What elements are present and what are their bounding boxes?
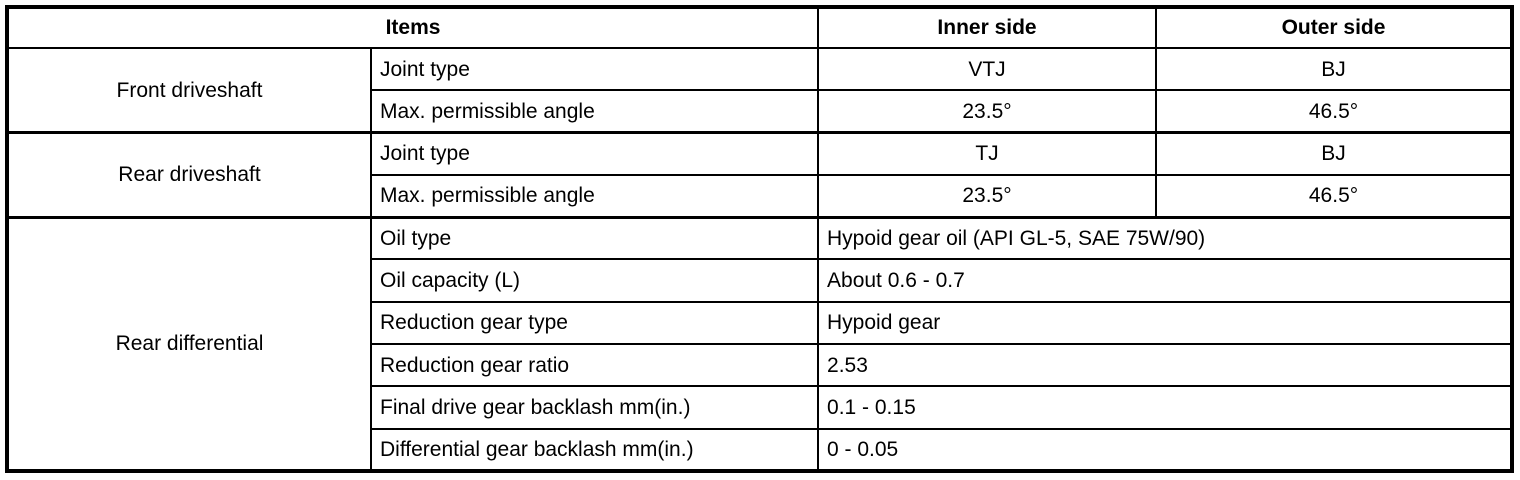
inner-side-value: TJ	[817, 131, 1158, 176]
table-row-differential-backlash: Differential gear backlash mm(in.) 0 - 0…	[7, 427, 1514, 473]
table-row-rear-max-angle: Max. permissible angle 23.5° 46.5°	[7, 173, 1514, 219]
inner-side-value: 23.5°	[817, 173, 1158, 219]
table-row-reduction-gear-ratio: Reduction gear ratio 2.53	[7, 343, 1514, 388]
spec-value: Hypoid gear oil (API GL-5, SAE 75W/90)	[817, 215, 1514, 261]
outer-side-value: BJ	[1155, 131, 1514, 176]
driveshaft-specifications-table: Items Inner side Outer side Front drives…	[5, 5, 1515, 473]
inner-side-value: 23.5°	[817, 89, 1158, 134]
column-header-items: Items	[5, 6, 820, 49]
table-row-final-drive-backlash: Final drive gear backlash mm(in.) 0.1 - …	[7, 385, 1514, 430]
item-label: Reduction gear type	[369, 300, 820, 346]
outer-side-value: BJ	[1155, 46, 1514, 92]
item-label: Final drive gear backlash mm(in.)	[369, 385, 820, 430]
spec-value: 2.53	[817, 343, 1514, 388]
spec-value: About 0.6 - 0.7	[817, 258, 1514, 303]
item-label: Max. permissible angle	[369, 89, 820, 134]
table-row-reduction-gear-type: Reduction gear type Hypoid gear	[7, 300, 1514, 346]
table-row-oil-capacity: Oil capacity (L) About 0.6 - 0.7	[7, 258, 1514, 303]
spec-value: 0 - 0.05	[817, 427, 1514, 473]
group-label-rear-differential: Rear differential	[6, 215, 372, 472]
item-label: Oil type	[369, 215, 820, 261]
group-label-rear-driveshaft: Rear driveshaft	[6, 131, 372, 219]
spec-value: 0.1 - 0.15	[817, 385, 1514, 430]
outer-side-value: 46.5°	[1155, 89, 1514, 134]
item-label: Joint type	[369, 46, 820, 92]
item-label: Reduction gear ratio	[369, 343, 820, 388]
table-row-rear-joint-type: Rear driveshaft Joint type TJ BJ	[6, 131, 1514, 219]
table-row-front-max-angle: Max. permissible angle 23.5° 46.5°	[7, 89, 1514, 134]
group-label-front-driveshaft: Front driveshaft	[6, 47, 372, 134]
item-label: Max. permissible angle	[369, 173, 820, 219]
column-header-outer-side: Outer side	[1155, 6, 1514, 49]
spec-value: Hypoid gear	[817, 300, 1514, 346]
outer-side-value: 46.5°	[1155, 173, 1514, 219]
inner-side-value: VTJ	[817, 46, 1158, 92]
table-header-row: Items Inner side Outer side	[5, 6, 1514, 49]
item-label: Differential gear backlash mm(in.)	[369, 427, 820, 473]
column-header-inner-side: Inner side	[817, 6, 1158, 49]
table-row-front-joint-type: Front driveshaft Joint type VTJ BJ	[6, 46, 1514, 134]
item-label: Oil capacity (L)	[369, 258, 820, 303]
table-row-oil-type: Rear differential Oil type Hypoid gear o…	[6, 215, 1514, 472]
item-label: Joint type	[369, 131, 820, 176]
